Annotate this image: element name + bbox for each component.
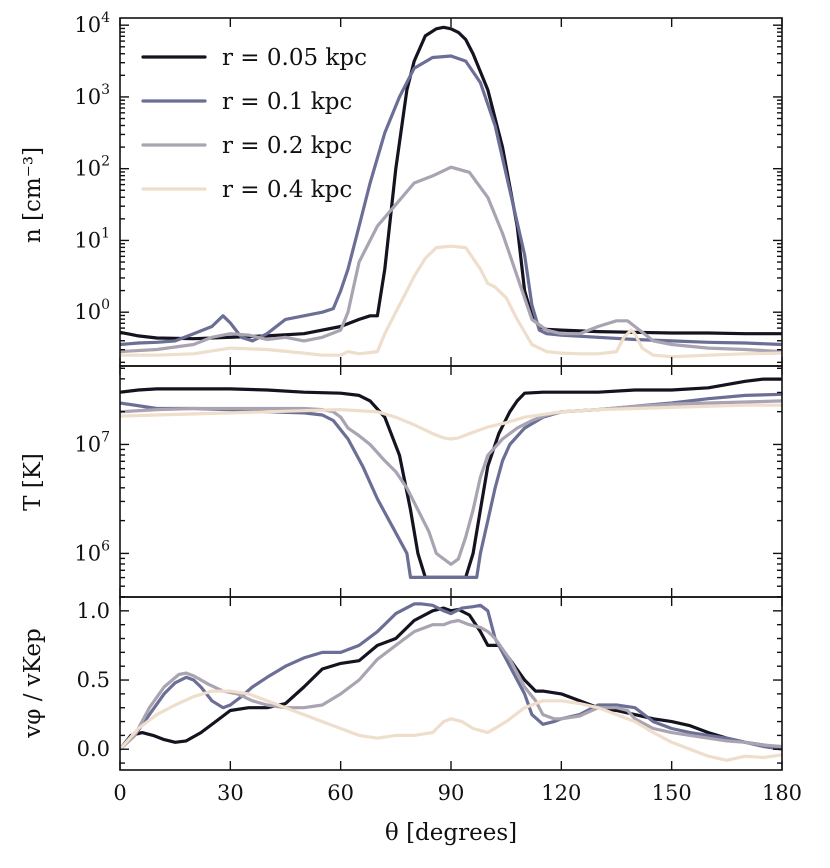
rotation-series-2 bbox=[120, 618, 782, 751]
temperature-y-axis-label: T [K] bbox=[20, 453, 46, 511]
rotation-series-3 bbox=[120, 689, 782, 762]
legend: r = 0.05 kpc r = 0.1 kpc r = 0.2 kpc r =… bbox=[141, 45, 367, 203]
temperature-ytick-label: 106 bbox=[74, 538, 110, 565]
density-ytick-label: 102 bbox=[74, 154, 110, 181]
density-series-0 bbox=[120, 25, 782, 341]
density-series-1 bbox=[120, 54, 782, 347]
density-series-2 bbox=[120, 165, 782, 354]
x-tick-label: 60 bbox=[327, 781, 354, 805]
x-tick-label: 0 bbox=[113, 781, 126, 805]
density-ytick-label: 101 bbox=[74, 225, 110, 252]
density-ytick-label: 100 bbox=[74, 297, 110, 324]
temperature-series-1 bbox=[120, 392, 782, 580]
temperature-series-3 bbox=[120, 403, 782, 441]
x-tick-label: 180 bbox=[762, 781, 802, 805]
legend-label-r005: r = 0.05 kpc bbox=[222, 45, 367, 71]
legend-label-r01: r = 0.1 kpc bbox=[222, 89, 352, 115]
rotation-ytick-label: 0.5 bbox=[77, 668, 110, 692]
rotation-y-axis-label: vφ / vKep bbox=[20, 628, 46, 738]
density-series-3 bbox=[120, 244, 782, 359]
legend-label-r04: r = 0.4 kpc bbox=[222, 177, 352, 203]
x-axis-label: θ [degrees] bbox=[385, 820, 517, 846]
temperature-panel: 106 107 bbox=[74, 365, 783, 598]
temperature-ytick-label: 107 bbox=[74, 429, 110, 456]
x-tick-label: 150 bbox=[652, 781, 692, 805]
density-ytick-label: 104 bbox=[74, 10, 110, 37]
rotation-ytick-label: 0.0 bbox=[77, 737, 110, 761]
x-tick-label: 30 bbox=[217, 781, 244, 805]
x-tick-labels: 0 30 60 90 120 150 180 bbox=[113, 781, 802, 805]
density-panel-frame bbox=[119, 17, 783, 367]
rotation-series-1 bbox=[120, 602, 782, 751]
x-tick-label: 90 bbox=[438, 781, 465, 805]
temperature-series-2 bbox=[120, 399, 782, 566]
rotation-ytick-label: 1.0 bbox=[77, 599, 110, 623]
legend-label-r02: r = 0.2 kpc bbox=[222, 133, 352, 159]
x-tick-label: 120 bbox=[541, 781, 581, 805]
rotation-series-0 bbox=[120, 606, 782, 751]
rotation-panel: 0.0 0.5 1.0 bbox=[77, 596, 783, 771]
density-ytick-label: 103 bbox=[74, 82, 110, 109]
density-y-axis-label: n [cm⁻³] bbox=[20, 147, 46, 243]
